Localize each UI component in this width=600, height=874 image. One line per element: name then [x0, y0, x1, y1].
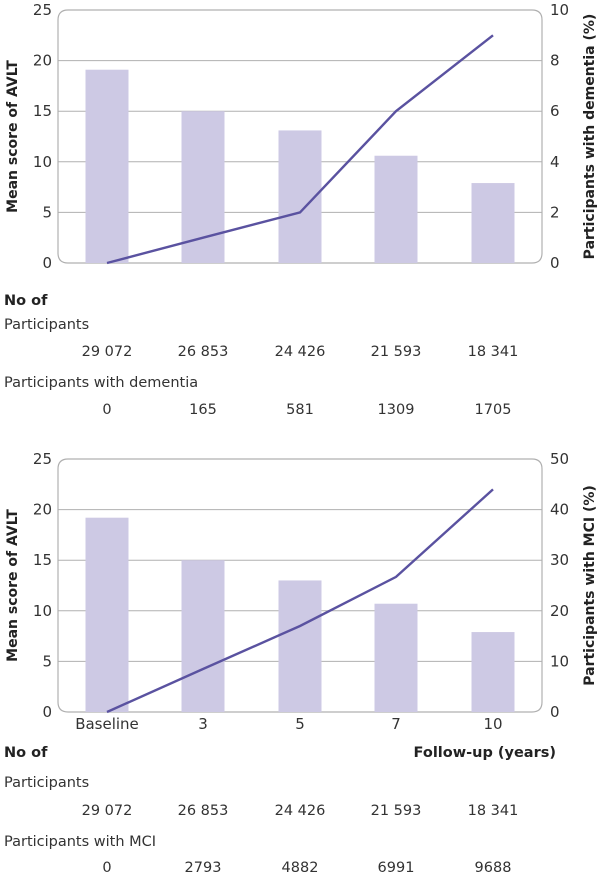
table-row-label: Participants — [4, 317, 89, 333]
bar-5 — [278, 580, 322, 712]
left-tick-label: 25 — [33, 1, 52, 19]
left-axis-title: Mean score of AVLT — [5, 60, 21, 213]
right-tick-label: 6 — [550, 102, 560, 120]
table-cell: 18 341 — [468, 803, 519, 819]
x-axis-title: Follow-up (years) — [414, 745, 556, 761]
table-cell: 29 072 — [82, 803, 133, 819]
left-tick-label: 20 — [33, 501, 52, 519]
right-tick-label: 0 — [550, 254, 560, 272]
right-tick-label: 2 — [550, 203, 560, 221]
table-cell: 4882 — [282, 860, 319, 874]
left-tick-label: 0 — [42, 254, 52, 272]
right-tick-label: 4 — [550, 153, 560, 171]
right-axis-title: Participants with dementia (%) — [582, 14, 598, 260]
table-cell: 2793 — [185, 860, 222, 874]
bar-10 — [471, 183, 515, 263]
x-tick-label: 7 — [391, 715, 401, 733]
x-tick-label: 10 — [483, 715, 502, 733]
left-tick-label: 25 — [33, 450, 52, 468]
x-tick-label: Baseline — [75, 715, 139, 733]
left-tick-label: 15 — [33, 102, 52, 120]
right-tick-label: 50 — [550, 450, 569, 468]
right-tick-label: 10 — [550, 1, 569, 19]
table-heading: No of — [4, 745, 48, 761]
table-cell: 1309 — [378, 402, 415, 418]
table-cell: 26 853 — [178, 803, 229, 819]
table-cell: 581 — [286, 402, 314, 418]
bar-3 — [181, 560, 225, 712]
table-heading: No of — [4, 293, 48, 309]
table-cell: 9688 — [475, 860, 512, 874]
table-cell: 6991 — [378, 860, 415, 874]
table-cell: 18 341 — [468, 344, 519, 360]
right-tick-label: 40 — [550, 501, 569, 519]
table-row-label: Participants with MCI — [4, 834, 156, 850]
right-tick-label: 0 — [550, 703, 560, 721]
table-row-label: Participants with dementia — [4, 375, 198, 391]
bar-7 — [374, 603, 418, 712]
left-tick-label: 10 — [33, 153, 52, 171]
right-tick-label: 8 — [550, 52, 560, 70]
bar-7 — [374, 155, 418, 263]
table-cell: 165 — [189, 402, 217, 418]
table-cell: 21 593 — [371, 803, 422, 819]
table-cell: 29 072 — [82, 344, 133, 360]
left-axis-title: Mean score of AVLT — [5, 509, 21, 662]
left-tick-label: 5 — [42, 652, 52, 670]
right-tick-label: 20 — [550, 602, 569, 620]
plot-frame — [57, 9, 543, 264]
left-tick-label: 15 — [33, 551, 52, 569]
table-cell: 0 — [102, 860, 111, 874]
left-tick-label: 20 — [33, 52, 52, 70]
table-cell: 24 426 — [275, 344, 326, 360]
right-tick-label: 10 — [550, 652, 569, 670]
left-tick-label: 5 — [42, 203, 52, 221]
left-tick-label: 10 — [33, 602, 52, 620]
x-tick-label: 3 — [198, 715, 208, 733]
table-cell: 0 — [102, 402, 111, 418]
right-axis-title: Participants with MCI (%) — [582, 485, 598, 686]
x-tick-label: 5 — [295, 715, 305, 733]
table-cell: 1705 — [475, 402, 512, 418]
table-cell: 24 426 — [275, 803, 326, 819]
table-row-label: Participants — [4, 775, 89, 791]
table-cell: 21 593 — [371, 344, 422, 360]
bar-Baseline — [85, 69, 129, 263]
bar-Baseline — [85, 517, 129, 712]
right-tick-label: 30 — [550, 551, 569, 569]
bar-10 — [471, 632, 515, 712]
bar-3 — [181, 111, 225, 263]
table-cell: 26 853 — [178, 344, 229, 360]
plot-frame — [57, 458, 543, 713]
left-tick-label: 0 — [42, 703, 52, 721]
